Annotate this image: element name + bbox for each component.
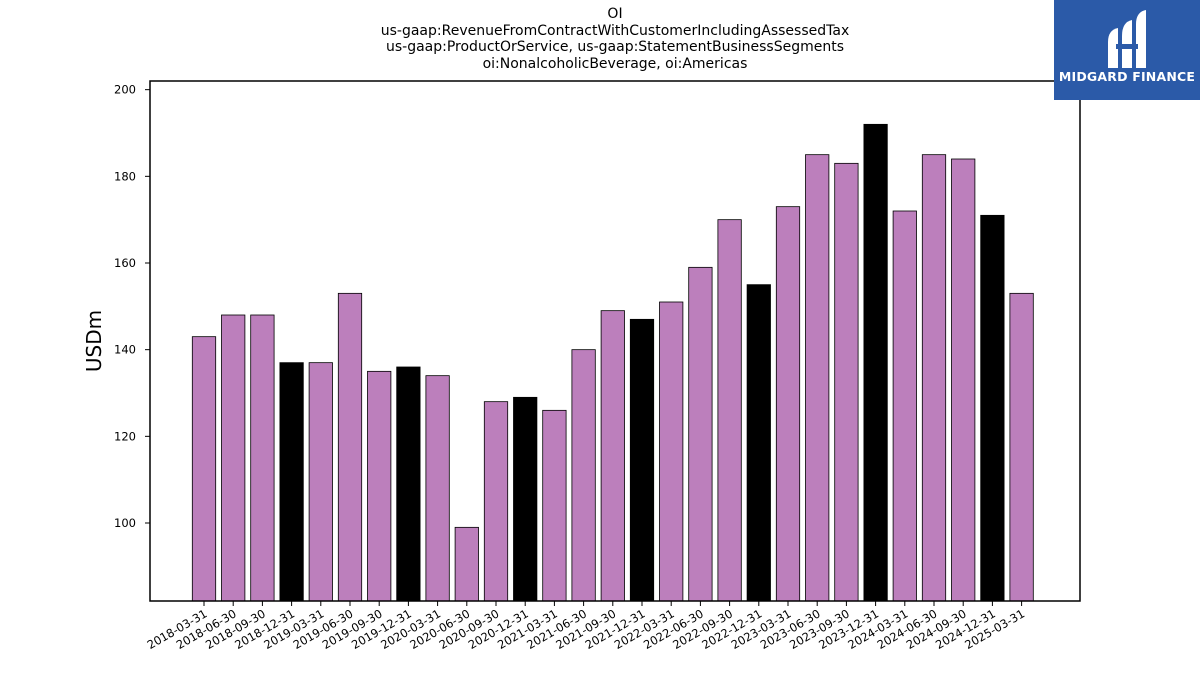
bar-2021-12-31 xyxy=(629,318,655,602)
bar-2019-06-30 xyxy=(337,292,363,602)
chart-title: OI us-gaap:RevenueFromContractWithCustom… xyxy=(150,6,1080,72)
bar-2021-03-31 xyxy=(542,409,567,602)
bar-2019-09-30 xyxy=(367,370,392,602)
y-tick-label-180: 180 xyxy=(114,169,136,183)
y-tick-label-120: 120 xyxy=(114,429,136,443)
bar-2018-06-30 xyxy=(221,314,246,602)
bar-2020-09-30 xyxy=(483,401,509,602)
bar-2023-12-31 xyxy=(863,123,888,602)
y-tick-label-160: 160 xyxy=(114,256,136,270)
bar-2020-06-30 xyxy=(454,526,479,602)
bar-2018-03-31 xyxy=(191,336,217,602)
bar-2024-09-30 xyxy=(951,158,976,602)
chart-title-line-2: us-gaap:RevenueFromContractWithCustomerI… xyxy=(380,22,850,39)
y-tick-label-100: 100 xyxy=(114,516,136,530)
y-tick-label-200: 200 xyxy=(114,83,136,97)
chart-title-line-3: us-gaap:ProductOrService, us-gaap:Statem… xyxy=(385,39,844,55)
bar-2021-09-30 xyxy=(600,310,625,602)
chart-title-line-1: OI xyxy=(607,6,623,22)
bar-group xyxy=(191,123,1034,602)
bar-2022-12-31 xyxy=(746,284,771,602)
logo-mark-icon xyxy=(1108,10,1146,68)
logo-text: MIDGARD FINANCE xyxy=(1058,69,1196,84)
bar-2023-06-30 xyxy=(805,154,830,602)
bar-2021-06-30 xyxy=(571,349,596,602)
bar-2019-03-31 xyxy=(308,362,333,602)
y-tick-label-140: 140 xyxy=(114,343,136,357)
chart-title-line-4: oi:NonalcoholicBeverage, oi:Americas xyxy=(482,55,748,72)
x-axis: 2018-03-312018-06-302018-09-302018-12-31… xyxy=(145,601,1027,652)
plot-frame xyxy=(149,80,1081,602)
bar-2025-03-31 xyxy=(1009,292,1034,602)
bar-2019-12-31 xyxy=(396,366,421,602)
y-axis-label: USDm xyxy=(82,310,106,372)
bar-2020-12-31 xyxy=(513,396,538,602)
bar-2023-09-30 xyxy=(834,162,859,602)
bar-2023-03-31 xyxy=(775,206,801,602)
bar-2018-12-31 xyxy=(279,362,304,602)
bar-2022-06-30 xyxy=(688,266,713,602)
bar-2024-06-30 xyxy=(921,154,947,602)
midgard-finance-logo: MIDGARD FINANCE xyxy=(1054,0,1200,100)
bar-2024-03-31 xyxy=(892,210,917,602)
bar-2022-09-30 xyxy=(717,219,742,602)
y-axis: 100 120 140 160 180 200 xyxy=(114,83,150,530)
bar-2022-03-31 xyxy=(659,301,684,602)
bar-2018-09-30 xyxy=(250,314,275,602)
bar-2020-03-31 xyxy=(425,375,450,602)
bar-2024-12-31 xyxy=(980,214,1005,602)
